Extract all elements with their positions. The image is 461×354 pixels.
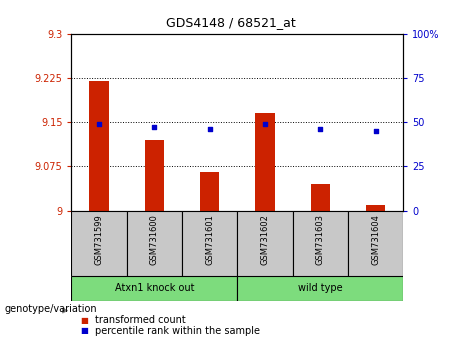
Text: GSM731599: GSM731599	[95, 214, 104, 265]
Bar	[237, 211, 293, 276]
Point	[151, 125, 158, 130]
Text: GSM731600: GSM731600	[150, 214, 159, 265]
Text: GSM731601: GSM731601	[205, 214, 214, 265]
Bar	[366, 205, 385, 211]
Bar	[293, 211, 348, 276]
Text: GSM731604: GSM731604	[371, 214, 380, 265]
Bar	[255, 113, 275, 211]
Point	[372, 128, 379, 134]
Point	[317, 126, 324, 132]
Text: ■: ■	[81, 326, 89, 335]
Bar	[127, 211, 182, 276]
Text: GSM731602: GSM731602	[260, 214, 270, 265]
Bar	[89, 81, 109, 211]
Point	[261, 121, 269, 127]
Text: genotype/variation: genotype/variation	[5, 304, 97, 314]
Bar	[71, 211, 127, 276]
Text: transformed count: transformed count	[95, 315, 185, 325]
Bar	[348, 211, 403, 276]
Bar	[200, 172, 219, 211]
Bar	[311, 184, 330, 211]
Text: percentile rank within the sample: percentile rank within the sample	[95, 326, 260, 336]
Text: wild type: wild type	[298, 283, 343, 293]
Text: GDS4148 / 68521_at: GDS4148 / 68521_at	[165, 16, 296, 29]
Text: Atxn1 knock out: Atxn1 knock out	[115, 283, 194, 293]
Text: GSM731603: GSM731603	[316, 214, 325, 265]
Bar	[145, 140, 164, 211]
Point	[95, 121, 103, 127]
Bar	[71, 276, 237, 301]
Point	[206, 126, 213, 132]
Bar	[237, 276, 403, 301]
Bar	[182, 211, 237, 276]
Text: ■: ■	[81, 316, 89, 325]
